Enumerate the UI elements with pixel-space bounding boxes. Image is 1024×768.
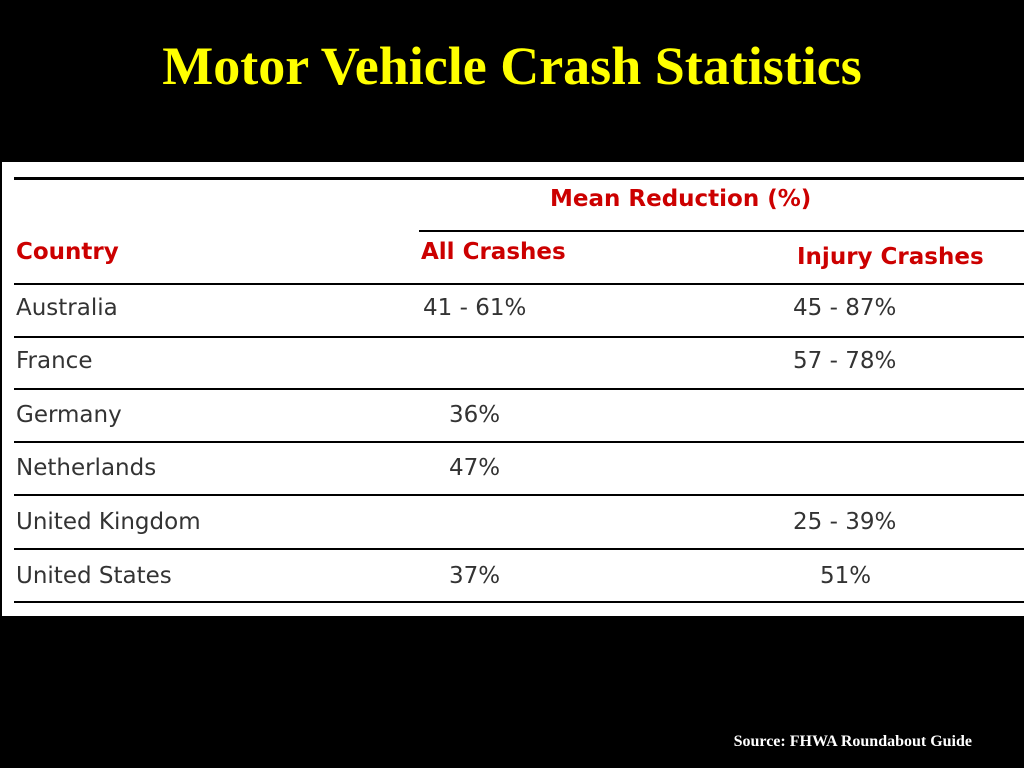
row-country: Australia: [16, 295, 118, 321]
row-country: United States: [16, 563, 172, 589]
row-injury-crashes: 51%: [820, 563, 872, 589]
row-injury-crashes: 45 - 87%: [793, 295, 897, 321]
row-country: Germany: [16, 402, 122, 428]
row-country: Netherlands: [16, 455, 157, 481]
row-rule: [14, 441, 1024, 443]
table-bottom-rule: [14, 601, 1024, 603]
row-all-crashes: 47%: [449, 455, 501, 481]
row-all-crashes: 36%: [449, 402, 501, 428]
slide-title: Motor Vehicle Crash Statistics: [162, 36, 862, 96]
row-country: United Kingdom: [16, 509, 201, 535]
row-country: France: [16, 348, 93, 374]
column-header-all-crashes: All Crashes: [421, 239, 566, 265]
header-bottom-rule: [14, 283, 1024, 285]
column-header-injury-crashes: Injury Crashes: [797, 244, 984, 270]
row-rule: [14, 548, 1024, 550]
table-top-rule: [14, 177, 1024, 180]
source-citation: Source: FHWA Roundabout Guide: [733, 733, 972, 750]
crash-statistics-table: Mean Reduction (%) Country All Crashes I…: [2, 162, 1024, 616]
row-all-crashes: 37%: [449, 563, 501, 589]
group-header-mean-reduction: Mean Reduction (%): [550, 186, 812, 212]
row-rule: [14, 494, 1024, 496]
row-all-crashes: 41 - 61%: [423, 295, 527, 321]
column-header-country: Country: [16, 239, 119, 265]
row-injury-crashes: 25 - 39%: [793, 509, 897, 535]
row-rule: [14, 336, 1024, 338]
row-injury-crashes: 57 - 78%: [793, 348, 897, 374]
row-rule: [14, 388, 1024, 390]
group-header-rule: [419, 230, 1024, 232]
